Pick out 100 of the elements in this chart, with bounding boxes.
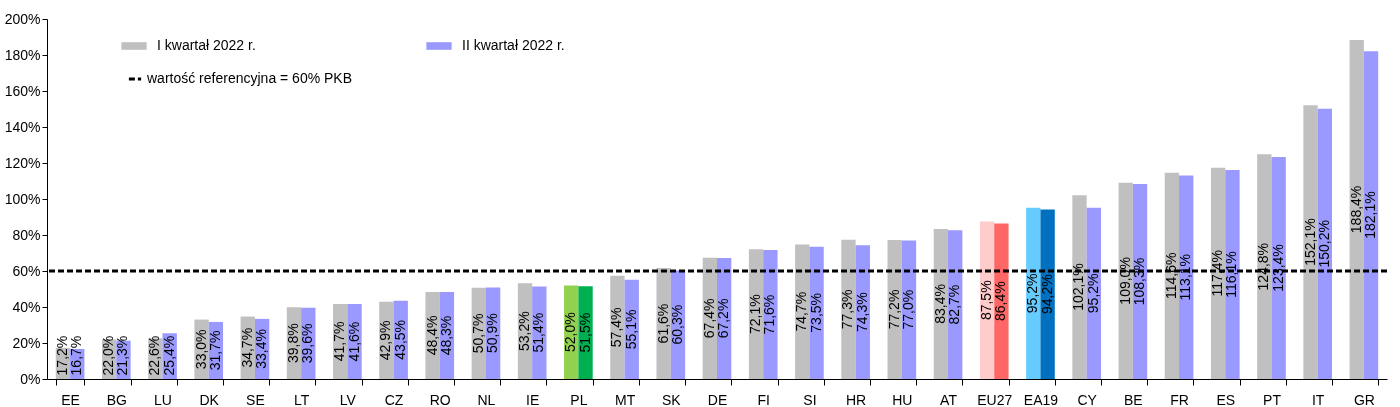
data-label: 188,4% — [1347, 185, 1364, 234]
data-label: 77,3% — [839, 289, 856, 330]
x-tick-label: LT — [293, 391, 310, 407]
y-tick-label: 0% — [20, 370, 41, 387]
data-label: 77,2% — [885, 289, 902, 330]
legend-label: I kwartał 2022 r. — [157, 37, 256, 53]
bar — [763, 250, 778, 379]
y-tick-label: 160% — [4, 82, 41, 99]
data-label: 152,1% — [1301, 218, 1318, 266]
data-label: 83,4% — [931, 284, 948, 324]
y-tick-label: 200% — [4, 10, 41, 27]
data-label: 17,2% — [53, 335, 70, 376]
data-label: 48,4% — [423, 315, 440, 356]
data-label: 61,6% — [654, 303, 671, 344]
data-label: 71,6% — [761, 294, 778, 335]
x-tick-label: BE — [1124, 391, 1143, 407]
x-tick-label: HU — [892, 391, 913, 407]
data-label: 86,4% — [992, 281, 1009, 322]
data-label: 52,0% — [562, 312, 579, 353]
data-label: 82,7% — [946, 284, 963, 325]
data-label: 39,8% — [284, 323, 301, 364]
data-label: 33,4% — [253, 329, 270, 369]
data-label: 21,3% — [114, 335, 131, 376]
data-label: 150,2% — [1315, 220, 1332, 268]
data-label: 67,4% — [700, 298, 717, 339]
x-tick-label: GR — [1353, 391, 1375, 407]
data-label: 22,6% — [146, 335, 163, 376]
y-tick-label: 180% — [4, 46, 41, 63]
legend-label: wartość referencyjna = 60% PKB — [146, 70, 353, 86]
legend-label: II kwartał 2022 r. — [462, 37, 565, 53]
data-label: 39,6% — [299, 323, 316, 364]
x-tick-label: CZ — [384, 391, 404, 407]
data-label: 31,7% — [206, 330, 223, 371]
data-label: 182,1% — [1362, 191, 1379, 239]
bar — [1317, 108, 1333, 379]
x-tick-label: SK — [661, 391, 682, 407]
x-tick-label: CY — [1077, 391, 1098, 407]
x-tick-label: RO — [429, 391, 451, 407]
data-label: 50,7% — [469, 313, 486, 354]
data-label: 116,1% — [1223, 251, 1240, 298]
bar — [1040, 209, 1055, 379]
data-label: 72,1% — [747, 294, 764, 334]
bar — [610, 275, 625, 379]
data-label: 51,5% — [576, 312, 593, 353]
data-label: 113,1% — [1177, 253, 1194, 301]
data-label: 102,1% — [1070, 263, 1087, 311]
x-tick-label: NL — [477, 391, 496, 407]
data-label: 73,5% — [807, 293, 824, 333]
data-label: 117,4% — [1209, 250, 1226, 297]
x-tick-label: MT — [614, 391, 636, 407]
x-tick-label: FI — [757, 391, 770, 407]
data-label: 25,4% — [160, 335, 177, 376]
x-tick-label: AT — [940, 391, 958, 407]
x-tick-label: FR — [1170, 391, 1189, 407]
data-label: 51,4% — [530, 312, 547, 353]
data-label: 95,2% — [1024, 273, 1041, 314]
data-label: 108,3% — [1131, 257, 1148, 306]
data-label: 55,1% — [622, 309, 639, 350]
bar — [994, 223, 1009, 379]
x-tick-label: PL — [570, 391, 588, 407]
data-label: 50,9% — [484, 313, 501, 354]
y-tick-label: 120% — [4, 154, 41, 171]
data-label: 41,7% — [331, 321, 348, 362]
data-label: 34,7% — [238, 327, 255, 368]
x-tick-label: DE — [707, 391, 728, 407]
data-label: 22,0% — [100, 335, 117, 376]
data-label: 57,4% — [608, 307, 625, 348]
x-tick-label: EU27 — [977, 391, 1013, 407]
data-label: 94,2% — [1038, 274, 1055, 315]
x-tick-label: ES — [1216, 391, 1236, 407]
data-label: 95,2% — [1084, 273, 1101, 314]
data-label: 53,2% — [516, 311, 533, 351]
data-label: 43,5% — [391, 320, 408, 360]
bar — [1271, 156, 1286, 379]
x-tick-label: PT — [1263, 391, 1282, 407]
x-tick-label: IT — [1311, 391, 1325, 407]
x-tick-label: BG — [106, 391, 127, 407]
data-label: 87,5% — [978, 280, 995, 321]
data-label: 114,6% — [1162, 252, 1179, 300]
bar — [809, 246, 824, 379]
x-tick-label: EE — [61, 391, 80, 407]
data-label: 42,9% — [377, 320, 394, 361]
bar — [841, 239, 856, 379]
data-label: 41,6% — [345, 321, 362, 362]
data-label: 67,2% — [715, 298, 732, 339]
data-label: 33,0% — [192, 329, 209, 370]
bar — [1225, 170, 1240, 379]
y-tick-label: 20% — [12, 334, 41, 351]
y-tick-label: 100% — [4, 190, 41, 207]
x-tick-label: SI — [803, 391, 817, 407]
x-tick-label: EA19 — [1023, 391, 1059, 407]
x-tick-label: DK — [199, 391, 220, 407]
y-tick-label: 40% — [12, 298, 41, 315]
x-tick-label: LV — [339, 391, 357, 407]
data-label: 74,7% — [793, 291, 810, 332]
x-tick-label: IE — [526, 391, 540, 407]
x-tick-label: HR — [846, 391, 867, 407]
y-tick-label: 140% — [4, 118, 41, 135]
bar — [1303, 105, 1318, 379]
x-tick-label: LU — [154, 391, 172, 407]
